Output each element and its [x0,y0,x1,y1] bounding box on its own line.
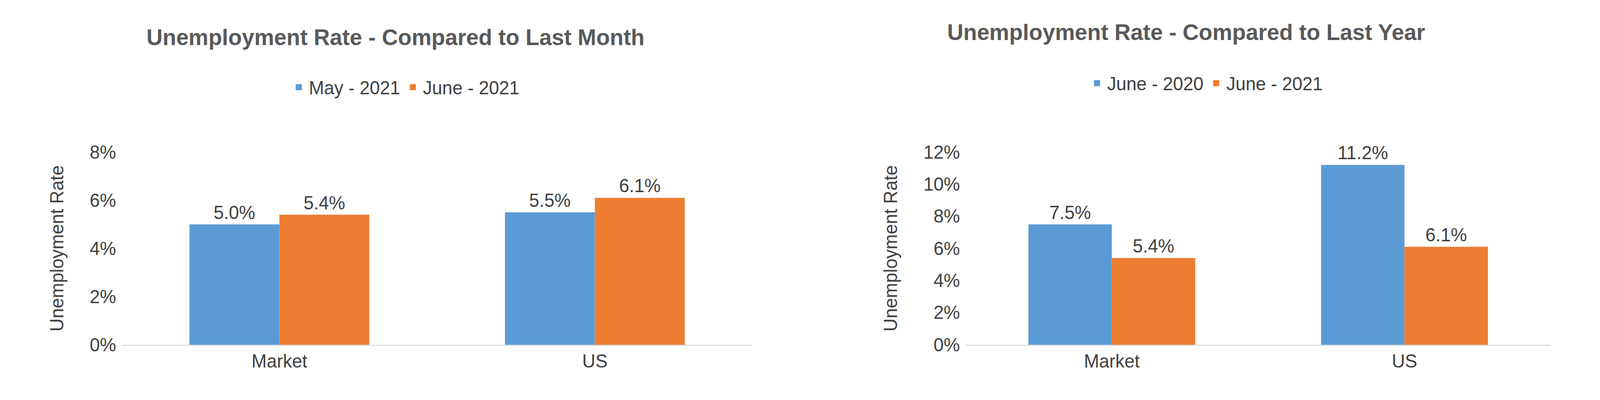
svg-text:4%: 4% [933,270,960,291]
svg-text:7.5%: 7.5% [1049,202,1091,223]
svg-text:5.5%: 5.5% [529,190,571,211]
svg-text:June - 2020: June - 2020 [1107,73,1204,95]
svg-text:12%: 12% [923,141,960,163]
svg-text:Market: Market [1084,350,1140,372]
svg-text:11.2%: 11.2% [1337,142,1388,164]
svg-text:US: US [1391,350,1418,372]
svg-text:Unemployment Rate: Unemployment Rate [880,165,902,332]
svg-text:June - 2021: June - 2021 [1226,73,1323,95]
svg-text:6.1%: 6.1% [1425,224,1468,246]
svg-text:8%: 8% [933,205,960,227]
svg-text:5.4%: 5.4% [1132,235,1175,257]
svg-text:10%: 10% [923,173,960,195]
svg-text:Unemployment Rate: Unemployment Rate [46,165,68,332]
svg-text:June - 2021: June - 2021 [423,77,520,99]
svg-text:6%: 6% [933,238,960,259]
svg-text:5.4%: 5.4% [303,192,346,214]
svg-text:6%: 6% [89,190,117,211]
svg-text:8%: 8% [89,141,117,163]
svg-text:Market: Market [251,350,308,372]
svg-text:2%: 2% [933,302,960,323]
svg-text:5.0%: 5.0% [213,202,256,223]
svg-text:May - 2021: May - 2021 [309,77,401,99]
svg-text:Unemployment Rate - Compared t: Unemployment Rate - Compared to Last Mon… [146,24,645,50]
svg-text:0%: 0% [89,334,117,356]
svg-text:4%: 4% [89,238,117,259]
svg-text:0%: 0% [933,334,960,356]
svg-text:6.1%: 6.1% [618,175,661,197]
svg-text:2%: 2% [89,286,117,308]
svg-text:US: US [582,350,608,372]
svg-text:Unemployment Rate - Compared t: Unemployment Rate - Compared to Last Yea… [947,19,1426,45]
